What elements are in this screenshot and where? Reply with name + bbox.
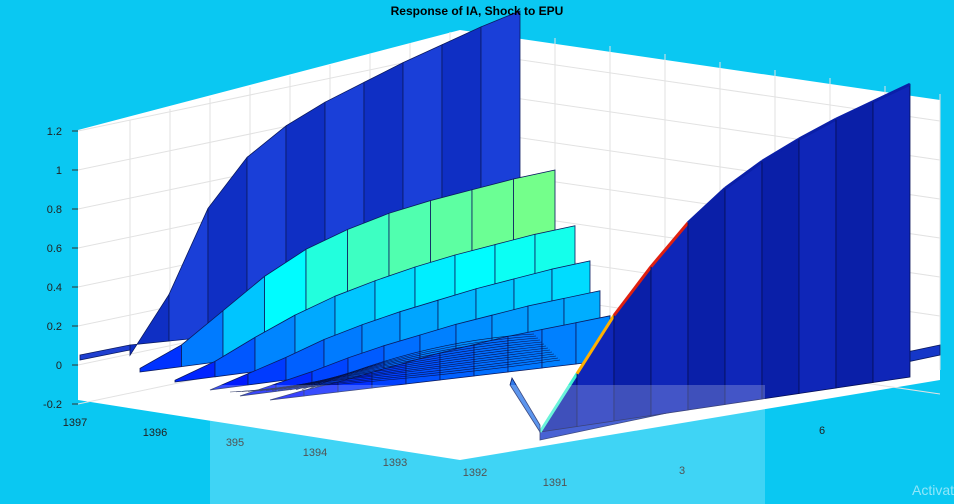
surface-patch (79, 344, 131, 361)
x-tick-label: 1397 (63, 417, 87, 429)
surface-patch (687, 187, 726, 411)
mesh-line (295, 337, 539, 391)
y-tick-label: 6 (819, 425, 825, 437)
surface-patch (541, 322, 577, 369)
z-tick-label: -0.2 (43, 399, 62, 411)
x-tick-label: 1393 (383, 457, 407, 469)
surface-patch (872, 83, 911, 383)
mesh-line (283, 341, 543, 391)
mesh-line (301, 335, 537, 390)
chart-title: Response of IA, Shock to EPU (390, 4, 564, 18)
surface-patch (761, 138, 800, 400)
watermark-overlay (210, 385, 765, 504)
x-tick-label: 1396 (143, 427, 167, 439)
y-tick-label: 3 (679, 465, 685, 477)
x-tick-label: 1391 (543, 477, 567, 489)
z-tick-label: 0 (56, 360, 62, 372)
surface-edge (872, 82, 911, 104)
mesh-line (289, 339, 541, 391)
surface-edge (538, 372, 579, 433)
surface-patch (798, 118, 837, 394)
z-tick-label: 0.2 (47, 321, 62, 333)
x-tick-label: 1394 (303, 447, 327, 459)
surface-edge (835, 100, 874, 121)
surface-edge (686, 187, 727, 224)
surface-edge (649, 221, 690, 268)
surface-patch (835, 101, 874, 389)
surface-edge (575, 314, 616, 375)
surface-patch (509, 376, 541, 434)
surface-edge (612, 265, 653, 317)
x-tick-label: 395 (226, 437, 244, 449)
mesh-line (229, 359, 561, 393)
x-tick-label: 1392 (463, 467, 487, 479)
z-tick-label: 0.4 (47, 282, 62, 294)
z-tick-label: 0.8 (47, 204, 62, 216)
surface-edge (724, 160, 763, 190)
mesh-line (307, 333, 535, 390)
surface-patch (724, 160, 763, 405)
z-tick-label: 1.2 (47, 126, 62, 138)
surface-edge (798, 117, 837, 141)
z-tick-label: 0.6 (47, 243, 62, 255)
grid-line (77, 50, 461, 132)
z-tick-label: 1 (56, 165, 62, 177)
surface-edge (761, 137, 800, 163)
activation-watermark: Activat (911, 482, 954, 498)
